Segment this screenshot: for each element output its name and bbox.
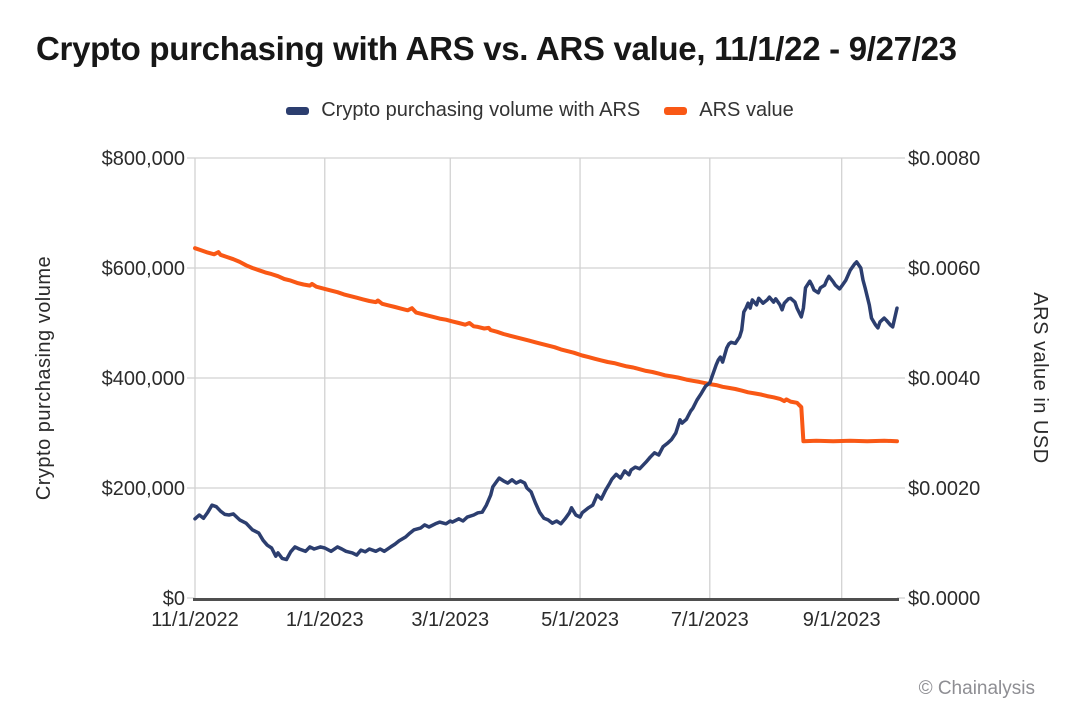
legend-swatch-icon [664, 106, 688, 115]
y-left-tick-label: $0 [163, 588, 185, 610]
y-right-tick-label: $0.0080 [908, 148, 980, 170]
legend-label: ARS value [699, 99, 794, 121]
series-line-ars-value [193, 246, 899, 444]
y-left-tick-label: $200,000 [102, 478, 185, 500]
x-tick-label: 3/1/2023 [411, 609, 489, 631]
left-axis-title: Crypto purchasing volume [33, 256, 55, 500]
y-right-tick-label: $0.0040 [908, 368, 980, 390]
legend-label: Crypto purchasing volume with ARS [321, 99, 641, 121]
y-left-tick-label: $800,000 [102, 148, 185, 170]
chart-legend: Crypto purchasing volume with ARS ARS val… [0, 99, 1080, 122]
y-right-tick-label: $0.0020 [908, 478, 980, 500]
x-tick-label: 7/1/2023 [671, 609, 749, 631]
x-tick-label: 5/1/2023 [541, 609, 619, 631]
legend-item-0: Crypto purchasing volume with ARS [286, 99, 640, 122]
y-right-tick-label: $0.0000 [908, 588, 980, 610]
y-right-tick-label: $0.0060 [908, 258, 980, 280]
x-tick-label: 11/1/2022 [151, 609, 239, 631]
copyright-credit: © Chainalysis [918, 678, 1035, 699]
x-tick-label: 9/1/2023 [803, 609, 881, 631]
right-axis-title: ARS value in USD [1029, 292, 1051, 463]
series-line-crypto-volume [193, 260, 899, 562]
legend-item-1: ARS value [664, 99, 794, 122]
legend-swatch-icon [286, 106, 310, 115]
y-left-tick-label: $600,000 [102, 258, 185, 280]
x-tick-label: 1/1/2023 [286, 609, 364, 631]
chart-title: Crypto purchasing with ARS vs. ARS value… [36, 30, 957, 67]
y-left-tick-label: $400,000 [102, 368, 185, 390]
